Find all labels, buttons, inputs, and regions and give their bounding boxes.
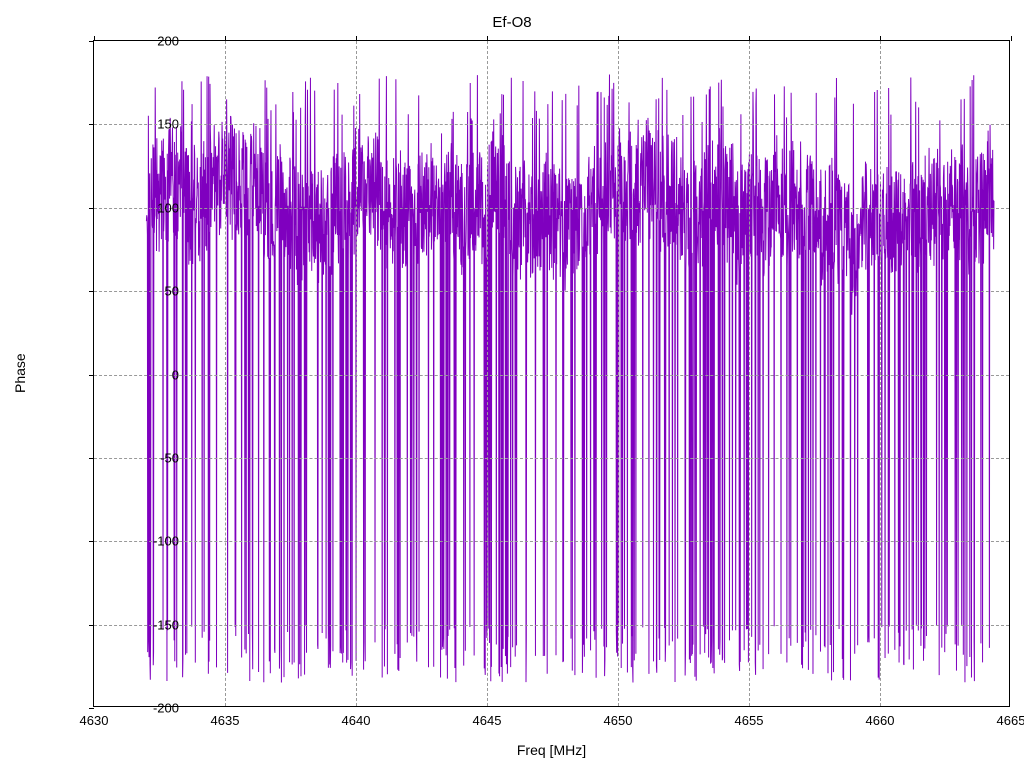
y-tick-mark [89,708,94,709]
y-tick-mark [89,375,94,376]
y-tick-label-50: 50 [134,284,179,299]
vertical-gridline [225,41,226,706]
horizontal-gridline [94,208,1009,209]
y-tick-label-150: 150 [134,117,179,132]
vertical-gridline [356,41,357,706]
x-tick-label-4665: 4665 [997,713,1024,728]
vertical-gridline [749,41,750,706]
vertical-gridline [880,41,881,706]
horizontal-gridline [94,625,1009,626]
x-tick-mark [356,36,357,41]
y-tick-label--100: -100 [134,534,179,549]
chart-root: Ef-O8 Phase Freq [MHz] 4630 4635 4640 4645 4… [0,0,1024,768]
plot-area: 4630 4635 4640 4645 4650 4655 4660 4665 -200 -150… [93,40,1010,707]
y-tick-mark [89,541,94,542]
x-tick-mark [749,36,750,41]
x-tick-label-4645: 4645 [473,713,502,728]
phase-line-series [94,41,1009,706]
x-tick-label-4640: 4640 [342,713,371,728]
x-tick-mark [880,36,881,41]
y-tick-label-0: 0 [134,367,179,382]
y-tick-label--150: -150 [134,617,179,632]
x-tick-label-4650: 4650 [604,713,633,728]
y-tick-mark [89,41,94,42]
x-tick-mark [618,36,619,41]
y-tick-mark [89,124,94,125]
horizontal-gridline [94,375,1009,376]
x-axis-label: Freq [MHz] [93,742,1010,758]
x-tick-mark [225,36,226,41]
horizontal-gridline [94,541,1009,542]
vertical-gridline [618,41,619,706]
x-tick-label-4630: 4630 [80,713,109,728]
x-tick-label-4655: 4655 [735,713,764,728]
y-tick-mark [89,625,94,626]
horizontal-gridline [94,291,1009,292]
y-axis-label: Phase [10,40,30,707]
x-tick-mark [94,36,95,41]
y-tick-mark [89,291,94,292]
horizontal-gridline [94,458,1009,459]
x-tick-label-4660: 4660 [866,713,895,728]
x-tick-mark [487,36,488,41]
y-tick-label--50: -50 [134,450,179,465]
horizontal-gridline [94,124,1009,125]
chart-title: Ef-O8 [0,14,1024,31]
x-tick-mark [1011,36,1012,41]
y-tick-mark [89,458,94,459]
x-tick-label-4635: 4635 [211,713,240,728]
y-tick-label--200: -200 [134,701,179,716]
y-tick-mark [89,208,94,209]
y-tick-label-200: 200 [134,34,179,49]
y-tick-label-100: 100 [134,200,179,215]
vertical-gridline [487,41,488,706]
